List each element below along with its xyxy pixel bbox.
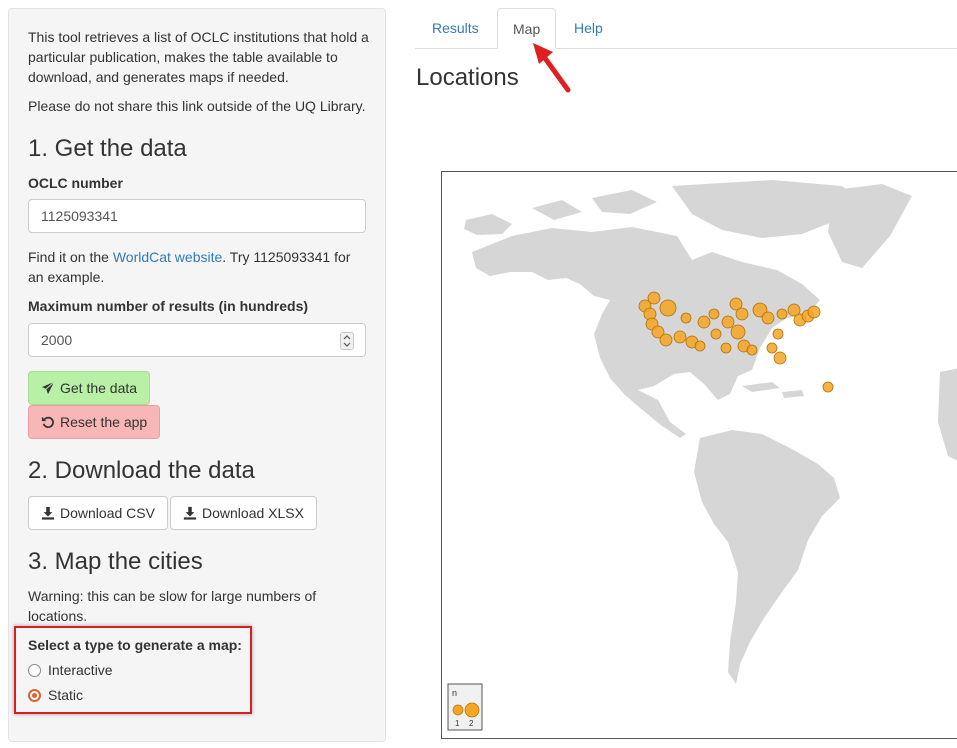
paper-plane-icon <box>41 381 55 395</box>
location-point <box>659 299 677 317</box>
share-note: Please do not share this link outside of… <box>28 98 366 114</box>
legend-value-1: 1 <box>455 719 460 728</box>
location-point <box>766 342 778 354</box>
land-masses <box>464 180 957 684</box>
reset-label: Reset the app <box>60 414 148 430</box>
location-point <box>694 340 706 352</box>
red-arrow-icon <box>533 43 571 93</box>
legend-point-large <box>464 702 480 718</box>
get-data-label: Get the data <box>60 380 138 396</box>
undo-icon <box>41 416 54 429</box>
download-csv-label: Download CSV <box>60 505 155 521</box>
tab-results[interactable]: Results <box>432 20 479 36</box>
page-title: Locations <box>416 64 519 91</box>
location-point <box>773 351 787 365</box>
oclc-label: OCLC number <box>28 175 123 191</box>
oclc-input[interactable]: 1125093341 <box>28 199 366 233</box>
max-results-input[interactable]: 2000 <box>28 323 366 357</box>
size-legend: n 1 2 <box>447 683 483 731</box>
location-point <box>735 307 749 321</box>
location-point <box>822 381 834 393</box>
location-point <box>697 315 711 329</box>
get-data-button[interactable]: Get the data <box>28 371 151 405</box>
location-point <box>776 308 788 320</box>
location-point <box>761 311 775 325</box>
intro-text: This tool retrieves a list of OCLC insti… <box>28 29 369 85</box>
help-suffix: . Try 1125093341 for an example. <box>28 249 351 285</box>
tab-bar-divider <box>415 48 957 49</box>
max-results-label: Maximum number of results (in hundreds) <box>28 298 309 314</box>
location-point <box>721 315 735 329</box>
download-icon <box>41 506 55 520</box>
slow-warning: Warning: this can be slow for large numb… <box>28 588 317 624</box>
number-spinner[interactable] <box>340 332 354 350</box>
location-point <box>659 333 673 347</box>
legend-point-small <box>452 704 464 716</box>
reset-app-button[interactable]: Reset the app <box>28 405 161 439</box>
location-point <box>787 303 801 317</box>
tab-map[interactable]: Map <box>497 8 556 49</box>
download-xlsx-button[interactable]: Download XLSX <box>170 496 317 530</box>
location-point <box>729 297 743 311</box>
map-panel: n 1 2 <box>441 171 957 739</box>
location-point <box>746 344 758 356</box>
section-get-data-title: 1. Get the data <box>28 135 187 162</box>
radio-static-label: Static <box>48 687 84 703</box>
radio-interactive-circle[interactable] <box>28 663 41 677</box>
download-xlsx-label: Download XLSX <box>202 505 304 521</box>
location-point <box>807 305 821 319</box>
radio-interactive-label: Interactive <box>48 662 113 678</box>
oclc-help-text: Find it on the WorldCat website. Try 112… <box>28 247 368 287</box>
legend-title: n <box>452 688 457 698</box>
location-point <box>651 325 665 339</box>
worldcat-link[interactable]: WorldCat website <box>112 249 223 265</box>
radio-interactive[interactable]: Interactive <box>28 662 113 678</box>
radio-static-circle[interactable] <box>28 688 41 702</box>
world-map: n 1 2 <box>447 180 957 731</box>
location-point <box>708 308 720 320</box>
location-point <box>710 328 722 340</box>
section-download-title: 2. Download the data <box>28 457 255 484</box>
section-map-title: 3. Map the cities <box>28 548 203 575</box>
location-point <box>680 312 692 324</box>
download-csv-button[interactable]: Download CSV <box>28 496 168 530</box>
help-prefix: Find it on the <box>28 249 113 265</box>
legend-value-2: 2 <box>469 719 474 728</box>
location-point <box>673 330 687 344</box>
location-point <box>720 342 732 354</box>
max-results-value: 2000 <box>41 332 73 348</box>
location-point <box>647 291 661 305</box>
map-type-label: Select a type to generate a map: <box>28 637 242 653</box>
sidebar-panel: This tool retrieves a list of OCLC insti… <box>8 8 386 742</box>
location-points <box>638 291 834 393</box>
spinner-arrows-icon <box>343 335 351 347</box>
radio-static[interactable]: Static <box>28 687 83 703</box>
download-icon <box>183 506 197 520</box>
location-point <box>772 328 784 340</box>
location-point <box>730 324 746 340</box>
map-type-highlight <box>14 626 252 714</box>
tab-help[interactable]: Help <box>574 20 603 36</box>
